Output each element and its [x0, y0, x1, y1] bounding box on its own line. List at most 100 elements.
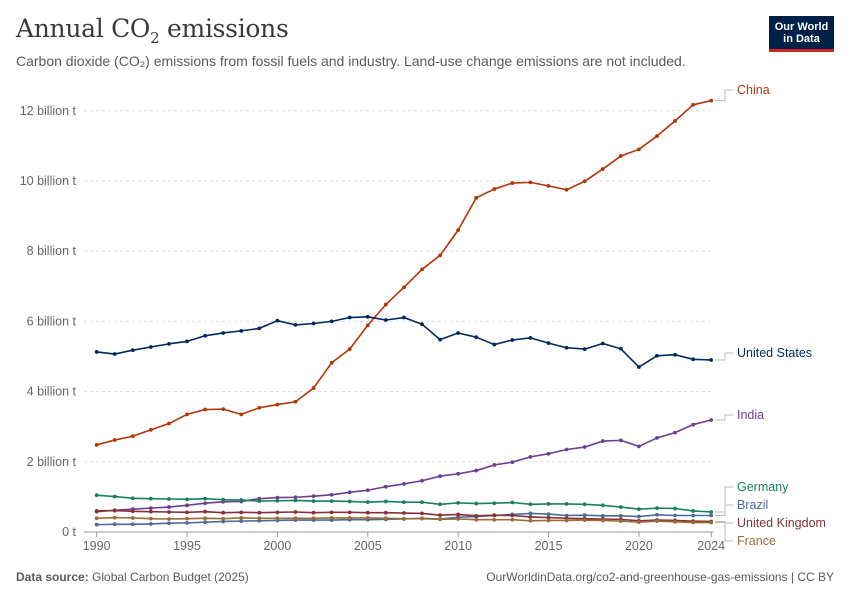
data-point: [618, 519, 623, 524]
series-label-united-states: United States: [737, 346, 812, 360]
data-point: [257, 516, 262, 521]
data-point: [329, 492, 334, 497]
data-point: [203, 509, 208, 514]
data-point: [655, 353, 659, 358]
data-point: [673, 519, 677, 524]
data-point: [691, 509, 696, 513]
data-point: [130, 348, 135, 353]
data-point: [456, 500, 461, 505]
data-point: [239, 510, 244, 515]
data-point: [383, 484, 388, 489]
data-point: [239, 328, 244, 333]
data-point: [474, 468, 479, 473]
data-point: [275, 510, 280, 515]
data-point: [564, 502, 569, 506]
data-point: [546, 518, 551, 523]
data-point: [510, 500, 515, 505]
data-point: [546, 341, 551, 346]
data-point: [185, 510, 189, 515]
data-point: [365, 516, 370, 520]
data-point: [402, 516, 406, 521]
series-label-germany: Germany: [737, 480, 789, 494]
x-tick-label: 2005: [354, 539, 382, 553]
source-url[interactable]: OurWorldinData.org/co2-and-greenhouse-ga…: [486, 570, 834, 584]
data-point: [510, 513, 515, 518]
data-point: [185, 412, 189, 417]
data-point: [221, 407, 226, 412]
label-connector: [715, 486, 733, 513]
data-point: [618, 154, 623, 158]
data-point: [492, 187, 497, 191]
data-point: [420, 516, 424, 521]
x-tick-label: 2000: [263, 539, 291, 553]
data-point: [582, 347, 587, 352]
data-point: [673, 506, 677, 511]
data-point: [130, 516, 135, 520]
data-point: [655, 512, 659, 517]
data-point: [456, 517, 461, 521]
data-point: [167, 421, 171, 426]
data-point: [311, 516, 316, 521]
data-point: [94, 350, 99, 354]
data-point: [185, 497, 189, 502]
data-point: [655, 506, 659, 511]
data-point: [438, 474, 442, 479]
data-point: [438, 513, 442, 518]
data-point: [655, 436, 659, 440]
owid-logo[interactable]: Our World in Data: [769, 16, 834, 52]
data-point: [112, 508, 117, 513]
data-point: [438, 502, 442, 507]
data-point: [275, 318, 280, 323]
data-point: [148, 427, 153, 432]
data-point: [311, 321, 316, 326]
label-connector: [715, 414, 733, 421]
data-point: [293, 516, 298, 521]
data-point: [709, 513, 714, 518]
y-tick-label: 10 billion t: [20, 174, 77, 188]
data-point: [148, 345, 153, 349]
data-point: [492, 517, 497, 522]
data-point: [94, 516, 99, 521]
y-tick-label: 8 billion t: [27, 244, 77, 258]
data-point: [239, 498, 244, 502]
data-point: [130, 434, 135, 439]
data-point: [257, 405, 262, 410]
data-point: [365, 314, 370, 319]
data-point: [94, 443, 99, 447]
data-point: [420, 322, 424, 327]
data-point: [221, 519, 226, 524]
data-point: [600, 167, 605, 171]
data-point: [94, 522, 99, 527]
data-source: Data source: Global Carbon Budget (2025): [16, 570, 249, 584]
data-point: [709, 520, 714, 525]
data-point: [347, 499, 352, 504]
data-point: [691, 513, 696, 518]
data-point: [438, 517, 442, 522]
data-point: [329, 319, 334, 324]
data-point: [383, 499, 388, 504]
data-point: [167, 505, 171, 509]
data-point: [130, 522, 135, 527]
data-point: [510, 181, 515, 185]
data-point: [148, 506, 153, 511]
data-point: [582, 518, 587, 522]
data-point: [347, 347, 352, 352]
data-point: [582, 513, 587, 518]
data-point: [293, 498, 298, 503]
x-tick-label: 2024: [697, 539, 725, 553]
data-point: [510, 460, 515, 465]
data-point: [275, 498, 280, 503]
data-point: [311, 386, 316, 390]
data-point: [167, 341, 171, 346]
data-point: [600, 518, 605, 523]
data-point: [167, 497, 171, 501]
series-line-india: [96, 419, 712, 513]
data-point: [167, 521, 171, 526]
data-point: [636, 444, 641, 449]
data-point: [582, 179, 587, 184]
data-point: [709, 510, 714, 514]
data-point: [600, 439, 605, 443]
data-point: [365, 488, 370, 493]
y-tick-label: 4 billion t: [27, 385, 77, 399]
data-point: [347, 510, 352, 515]
